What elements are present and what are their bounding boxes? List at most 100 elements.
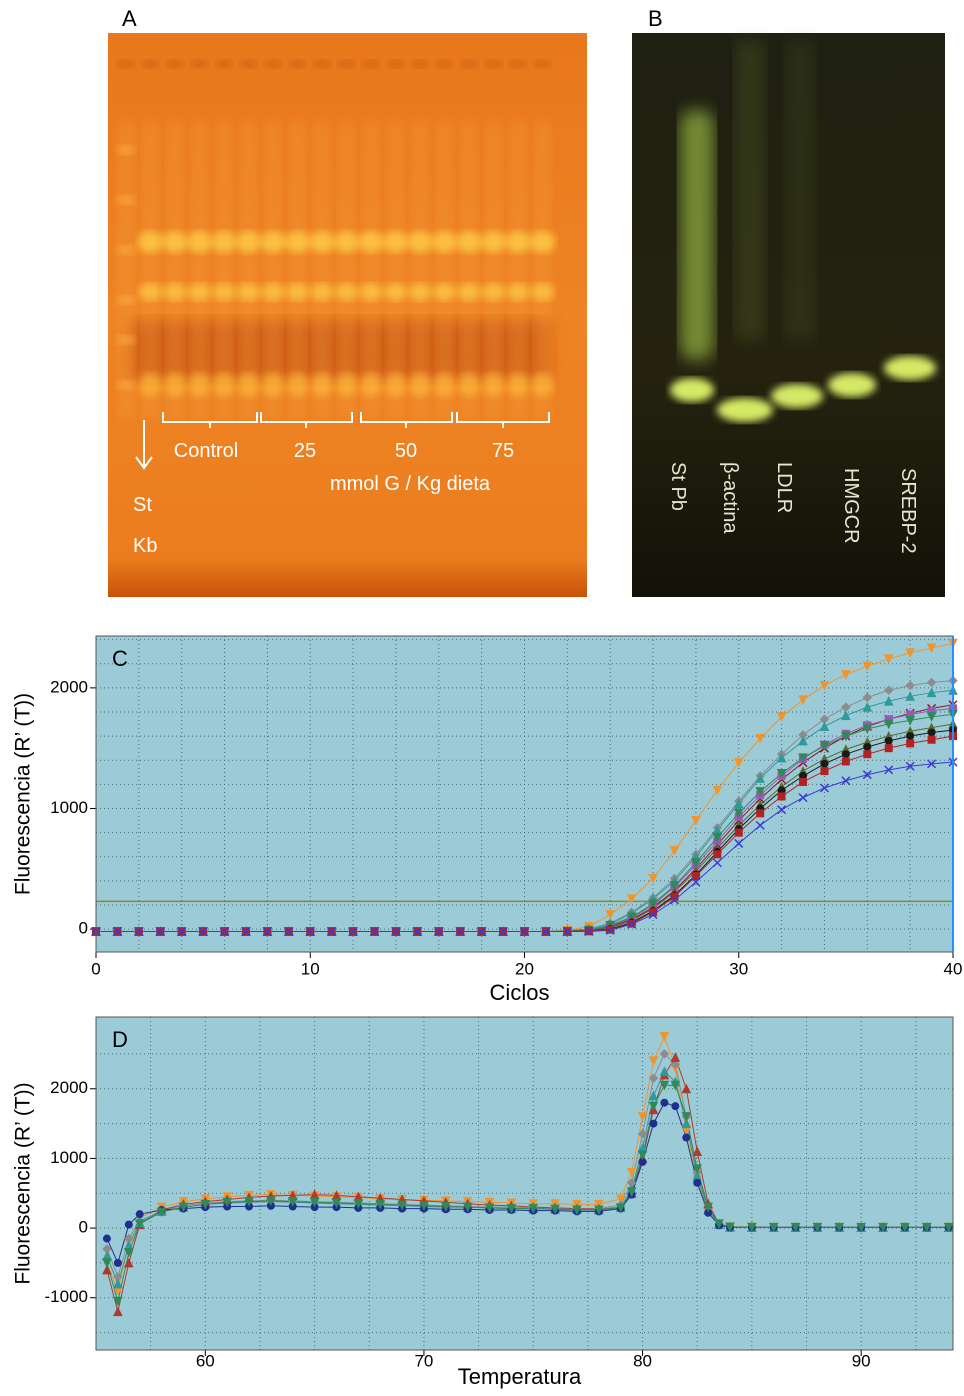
- gel-band: [529, 231, 556, 253]
- marker: [691, 816, 701, 826]
- marker: [605, 925, 615, 935]
- gel-band: [480, 231, 507, 253]
- marker: [572, 1205, 582, 1216]
- marker: [884, 765, 894, 775]
- marker: [863, 750, 872, 759]
- marker: [862, 692, 873, 703]
- marker: [841, 757, 850, 766]
- marker: [905, 648, 915, 659]
- panel-label: C: [112, 646, 128, 671]
- marker: [862, 702, 873, 712]
- marker: [134, 926, 144, 937]
- marker: [178, 1202, 189, 1213]
- gel-well: [314, 60, 330, 68]
- plot-area: [96, 1017, 953, 1350]
- marker: [926, 677, 937, 688]
- gel-band: [334, 283, 359, 301]
- marker: [905, 680, 915, 691]
- marker: [883, 654, 894, 665]
- marker: [562, 926, 572, 937]
- marker: [670, 1080, 681, 1091]
- gel-well: [485, 60, 502, 68]
- marker: [615, 1194, 626, 1204]
- gel-band: [531, 373, 554, 397]
- marker: [756, 809, 765, 818]
- marker: [200, 1199, 211, 1210]
- marker: [900, 1222, 910, 1233]
- gel-lane: [166, 120, 184, 420]
- gel-band: [235, 231, 262, 253]
- arrow: [135, 420, 153, 470]
- marker: [921, 1222, 932, 1233]
- marker: [905, 761, 915, 771]
- marker: [113, 1296, 123, 1307]
- gel-band: [211, 231, 237, 253]
- group-label: Control: [174, 440, 238, 462]
- y-tick-label: 0: [79, 1218, 88, 1237]
- gel-band: [717, 398, 773, 422]
- marker: [353, 1199, 364, 1209]
- marker: [906, 739, 915, 748]
- marker: [605, 910, 616, 920]
- marker: [102, 1264, 112, 1275]
- gel-band: [384, 373, 407, 397]
- marker: [682, 1133, 691, 1142]
- gel-well: [289, 60, 306, 68]
- gel-band: [456, 231, 482, 253]
- marker: [659, 1032, 670, 1042]
- marker: [777, 792, 786, 801]
- marker: [693, 1178, 702, 1187]
- marker: [222, 1197, 232, 1208]
- lane-label: St Pb: [667, 462, 689, 511]
- marker: [681, 1112, 692, 1122]
- panel-label: D: [112, 1027, 128, 1052]
- marker: [649, 1119, 658, 1128]
- marker: [777, 805, 787, 815]
- lane-label: β-actina: [719, 462, 741, 534]
- gel-lane: [117, 120, 135, 420]
- gel-lane: [215, 120, 233, 420]
- gel-band: [116, 335, 136, 345]
- gel-band: [335, 373, 358, 397]
- marker: [819, 741, 830, 751]
- gel-band: [457, 283, 481, 301]
- gel-band: [530, 283, 555, 301]
- gel-band: [507, 373, 529, 397]
- marker: [659, 1066, 670, 1076]
- marker: [776, 768, 787, 779]
- gel-band: [213, 373, 235, 397]
- gel-lane: [313, 120, 331, 420]
- marker: [841, 750, 850, 759]
- gel-band: [481, 283, 506, 301]
- x-axis-label: Temperatura: [458, 1364, 582, 1389]
- unit-label: Kb: [133, 535, 157, 557]
- gel-band: [505, 231, 531, 253]
- marker: [799, 777, 808, 786]
- marker: [462, 1202, 473, 1213]
- gel-band: [310, 283, 334, 301]
- marker: [627, 919, 637, 929]
- marker: [369, 926, 380, 937]
- gel-lane: [288, 120, 307, 420]
- gel-band: [164, 373, 186, 397]
- marker: [926, 687, 937, 698]
- marker: [712, 832, 723, 843]
- y-tick-label: 1000: [50, 1148, 88, 1167]
- marker: [134, 1219, 145, 1230]
- gel-band: [284, 231, 311, 253]
- marker: [262, 926, 272, 937]
- gel-band: [285, 283, 310, 301]
- marker: [692, 1146, 703, 1156]
- marker: [348, 926, 358, 937]
- x-tick-label: 20: [515, 959, 534, 978]
- marker: [113, 1306, 123, 1317]
- gel-band: [333, 231, 360, 253]
- gel-band: [482, 373, 505, 397]
- gel-band: [771, 384, 823, 408]
- marker: [112, 926, 122, 937]
- gel-well: [363, 60, 379, 68]
- gel-band: [137, 231, 164, 253]
- gel-band: [139, 373, 162, 397]
- x-tick-label: 0: [91, 959, 100, 978]
